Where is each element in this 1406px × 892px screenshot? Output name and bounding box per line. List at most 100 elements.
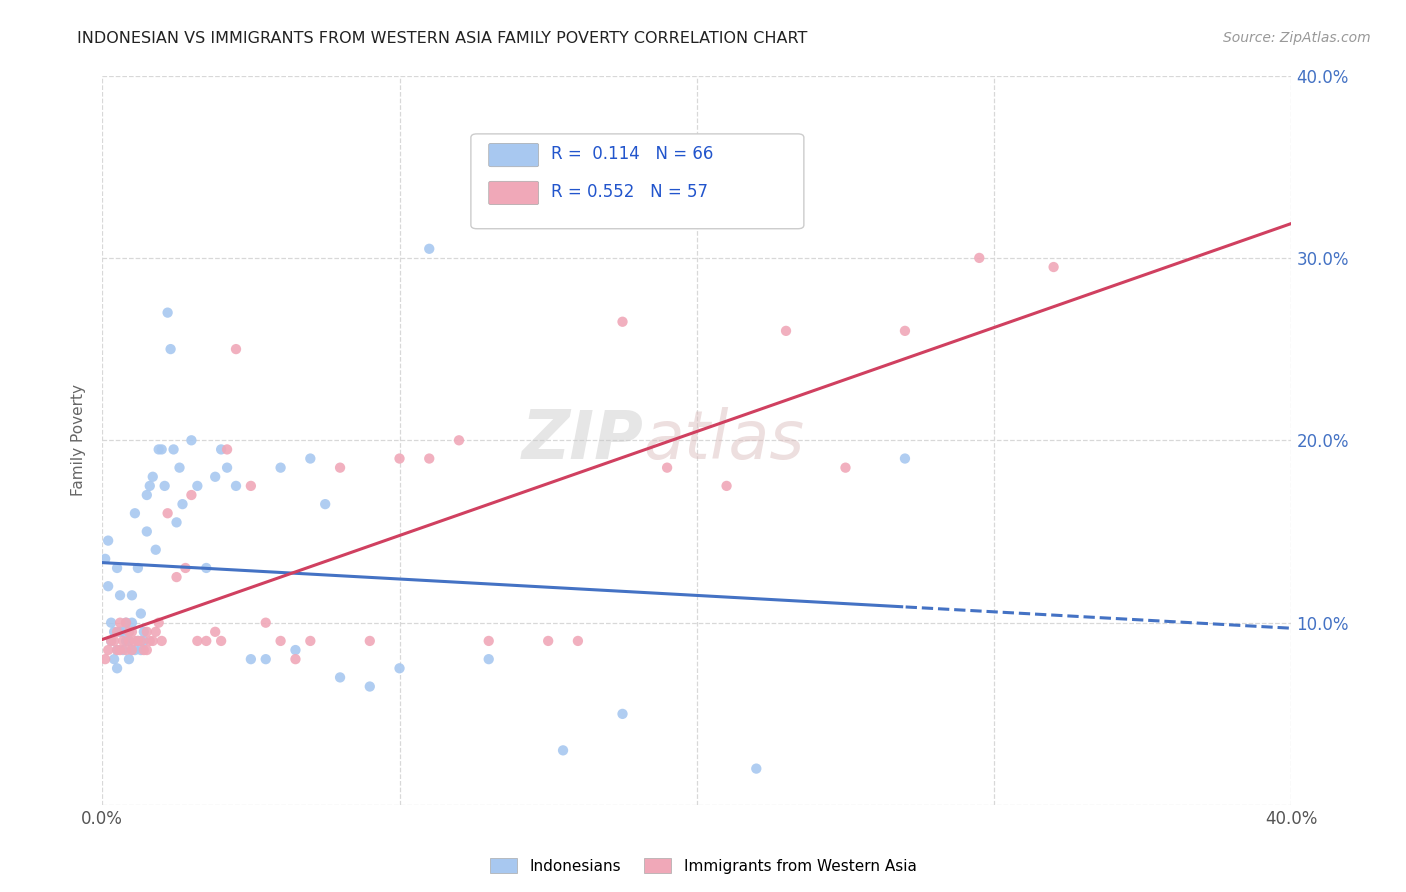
Point — [239, 652, 262, 666]
Point — [103, 634, 125, 648]
Text: Source: ZipAtlas.com: Source: ZipAtlas.com — [1223, 31, 1371, 45]
Point — [162, 442, 184, 457]
Point — [127, 561, 149, 575]
Point — [551, 743, 574, 757]
Point — [180, 434, 202, 448]
Point — [169, 460, 191, 475]
Point — [217, 442, 239, 457]
Point — [612, 315, 634, 329]
Point — [150, 634, 173, 648]
Point — [225, 479, 247, 493]
Point — [186, 634, 208, 648]
Point — [388, 451, 411, 466]
Point — [166, 516, 188, 530]
Point — [172, 497, 194, 511]
Point — [124, 506, 146, 520]
Point — [254, 652, 277, 666]
Point — [655, 460, 678, 475]
Point — [139, 634, 162, 648]
Point — [225, 342, 247, 356]
Point — [124, 634, 146, 648]
Point — [359, 680, 381, 694]
Text: atlas: atlas — [644, 408, 804, 474]
Point — [135, 643, 157, 657]
Point — [270, 460, 292, 475]
Point — [127, 634, 149, 648]
Point — [159, 342, 181, 356]
Point — [118, 652, 141, 666]
Point — [478, 634, 501, 648]
Point — [299, 451, 322, 466]
Point — [132, 634, 155, 648]
Point — [299, 634, 322, 648]
Point — [103, 652, 125, 666]
Point — [142, 634, 165, 648]
Point — [314, 497, 336, 511]
Point — [115, 615, 138, 630]
Point — [195, 634, 218, 648]
Point — [105, 561, 128, 575]
FancyBboxPatch shape — [489, 144, 538, 167]
Point — [97, 643, 120, 657]
Point — [153, 479, 176, 493]
Point — [567, 634, 589, 648]
Point — [478, 652, 501, 666]
Point — [209, 442, 232, 457]
Point — [834, 460, 856, 475]
Point — [209, 634, 232, 648]
Point — [148, 615, 170, 630]
Point — [329, 460, 352, 475]
Point — [108, 624, 131, 639]
Point — [156, 506, 179, 520]
Point — [716, 479, 738, 493]
Point — [108, 615, 131, 630]
Point — [204, 470, 226, 484]
Point — [94, 652, 117, 666]
Point — [105, 624, 128, 639]
Point — [284, 643, 307, 657]
Point — [97, 533, 120, 548]
Point — [1042, 260, 1064, 274]
Point — [111, 634, 134, 648]
Point — [145, 542, 167, 557]
Point — [111, 624, 134, 639]
FancyBboxPatch shape — [471, 134, 804, 228]
Point — [118, 624, 141, 639]
Point — [537, 634, 560, 648]
Point — [129, 607, 152, 621]
Point — [94, 552, 117, 566]
Point — [121, 643, 143, 657]
Text: R =  0.114   N = 66: R = 0.114 N = 66 — [551, 145, 713, 163]
Point — [121, 588, 143, 602]
Point — [121, 615, 143, 630]
Point — [239, 479, 262, 493]
Point — [129, 643, 152, 657]
Point — [418, 451, 440, 466]
Point — [108, 643, 131, 657]
Point — [118, 634, 141, 648]
Point — [145, 624, 167, 639]
Point — [270, 634, 292, 648]
Point — [156, 305, 179, 319]
Point — [97, 579, 120, 593]
Point — [418, 242, 440, 256]
Point — [775, 324, 797, 338]
Point — [217, 460, 239, 475]
Point — [329, 670, 352, 684]
Point — [100, 615, 122, 630]
Point — [148, 442, 170, 457]
Point — [195, 561, 218, 575]
Point — [186, 479, 208, 493]
Point — [100, 634, 122, 648]
Point — [118, 624, 141, 639]
Point — [612, 706, 634, 721]
Point — [132, 643, 155, 657]
Point — [174, 561, 197, 575]
Point — [115, 643, 138, 657]
Point — [105, 643, 128, 657]
Point — [121, 643, 143, 657]
Point — [139, 479, 162, 493]
Text: INDONESIAN VS IMMIGRANTS FROM WESTERN ASIA FAMILY POVERTY CORRELATION CHART: INDONESIAN VS IMMIGRANTS FROM WESTERN AS… — [77, 31, 807, 46]
Text: ZIP: ZIP — [522, 408, 644, 474]
Point — [150, 442, 173, 457]
